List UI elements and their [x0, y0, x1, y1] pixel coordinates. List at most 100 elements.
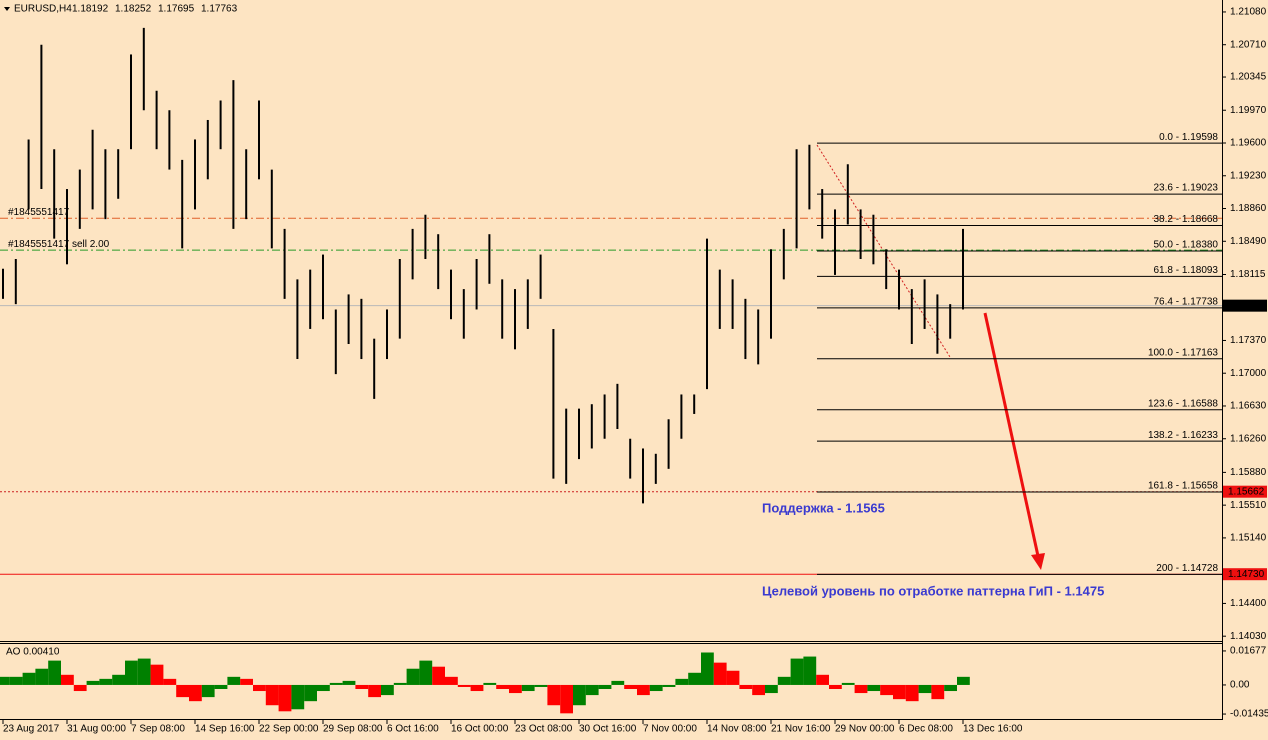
fibo-label: 100.0 - 1.17163 — [1148, 347, 1218, 358]
x-tick-label: 29 Sep 08:00 — [323, 724, 383, 735]
x-tick-label: 13 Dec 16:00 — [963, 724, 1023, 735]
ao-bar — [854, 684, 868, 694]
y-tick-label: 1.14400 — [1230, 598, 1267, 609]
x-tick-label: 21 Nov 16:00 — [771, 724, 831, 735]
y-tick-label: 1.20710 — [1230, 39, 1267, 50]
y-tick-label: 1.15880 — [1230, 467, 1267, 478]
ao-bar — [368, 684, 381, 698]
ao-bar — [931, 684, 945, 700]
y-tick-label: 1.15140 — [1230, 533, 1267, 544]
ao-bar — [944, 684, 957, 692]
ao-bar — [918, 684, 932, 694]
ao-bar — [125, 660, 138, 685]
forecast-arrow — [983, 312, 1040, 557]
price-tag-label: 1.14730 — [1228, 569, 1265, 580]
fibo-label: 61.8 - 1.18093 — [1154, 265, 1219, 276]
quote-value: 1.17695 — [158, 4, 195, 15]
fibo-label: 161.8 - 1.15658 — [1148, 481, 1218, 492]
fibo-label: 76.4 - 1.17738 — [1154, 297, 1219, 308]
ao-bar — [534, 684, 548, 687]
ao-bar — [61, 674, 74, 685]
order-label: #1845551417 — [8, 207, 70, 218]
ao-bar — [445, 676, 458, 685]
ao-title: AO 0.00410 — [6, 647, 60, 658]
quote-value: 1.18252 — [115, 4, 152, 15]
x-tick-label: 30 Oct 16:00 — [579, 724, 637, 735]
x-tick-label: 31 Aug 00:00 — [67, 724, 126, 735]
price-tag-label: 1.17763 — [1228, 300, 1265, 311]
ao-bar — [675, 678, 689, 685]
ao-bar — [22, 672, 36, 685]
ao-bar — [355, 684, 369, 690]
y-tick-label: 1.19600 — [1230, 138, 1267, 149]
ao-bar — [304, 684, 317, 702]
menu-arrow[interactable] — [4, 7, 10, 11]
ao-bar — [688, 672, 701, 685]
ao-bar — [201, 684, 215, 698]
ao-bar — [470, 684, 484, 692]
y-tick-label: 1.20345 — [1230, 72, 1267, 83]
ao-bar — [48, 660, 61, 685]
ao-bar — [880, 684, 893, 696]
ao-bar — [329, 682, 343, 685]
x-tick-label: 29 Nov 00:00 — [835, 724, 895, 735]
y-tick-label: 1.19230 — [1230, 170, 1267, 181]
y-tick-label: -0.01435 — [1230, 709, 1268, 720]
y-tick-label: 1.19970 — [1230, 105, 1267, 116]
ao-bar — [585, 684, 599, 696]
y-tick-label: 1.16260 — [1230, 433, 1267, 444]
ao-bar — [752, 684, 765, 696]
ao-bar — [726, 670, 740, 685]
quote-value: 1.18192 — [72, 4, 109, 15]
x-tick-label: 22 Sep 00:00 — [259, 724, 319, 735]
ao-bar — [765, 684, 778, 694]
x-tick-label: 23 Aug 2017 — [3, 724, 60, 735]
ao-bar — [150, 664, 164, 685]
ao-bar — [112, 674, 125, 685]
quote-value: 1.17763 — [201, 4, 238, 15]
ao-bar — [189, 684, 202, 702]
ao-bar — [73, 684, 87, 692]
y-tick-label: 1.17000 — [1230, 368, 1267, 379]
y-tick-label: 0.01677 — [1230, 646, 1267, 657]
ao-bar — [432, 666, 445, 685]
ao-bar — [509, 684, 522, 694]
ao-bar — [739, 684, 753, 690]
y-tick-label: 1.18860 — [1230, 203, 1267, 214]
ao-bar — [905, 684, 919, 702]
annotation: Целевой уровень по отработке паттерна Ги… — [762, 583, 1104, 598]
y-tick-label: 1.17370 — [1230, 335, 1267, 346]
fibo-label: 0.0 - 1.19598 — [1159, 132, 1218, 143]
ao-bar — [99, 678, 113, 685]
ao-bar — [137, 658, 151, 685]
ao-bar — [790, 658, 804, 685]
price-tag — [1223, 568, 1267, 581]
ao-bar — [841, 682, 855, 685]
ao-bar — [419, 660, 433, 685]
order-label: #1845551417 sell 2.00 — [8, 239, 110, 250]
x-tick-label: 14 Sep 16:00 — [195, 724, 255, 735]
ao-bar — [265, 684, 279, 706]
annotation: Поддержка - 1.1565 — [762, 500, 885, 515]
ao-bar — [867, 684, 881, 692]
x-tick-label: 14 Nov 08:00 — [707, 724, 767, 735]
y-tick-label: 1.16630 — [1230, 401, 1267, 412]
x-tick-label: 6 Oct 16:00 — [387, 724, 439, 735]
ao-bar — [240, 678, 253, 685]
ao-bar — [649, 684, 663, 692]
ao-bar — [406, 668, 420, 685]
ao-bar — [662, 684, 676, 687]
y-tick-label: 1.14030 — [1230, 631, 1267, 642]
ao-bar — [176, 684, 189, 698]
fibo-label: 200 - 1.14728 — [1156, 563, 1218, 574]
ao-bar — [803, 656, 817, 685]
ao-bar — [701, 652, 714, 685]
price-tag — [1223, 485, 1267, 498]
ao-bar — [291, 684, 305, 710]
y-tick-label: 0.00 — [1230, 680, 1250, 691]
ao-bar — [9, 676, 23, 685]
price-tag-label: 1.15662 — [1228, 486, 1265, 497]
ao-bar — [457, 684, 471, 687]
symbol: EURUSD,H4 — [14, 4, 72, 15]
ao-bar — [624, 684, 637, 690]
